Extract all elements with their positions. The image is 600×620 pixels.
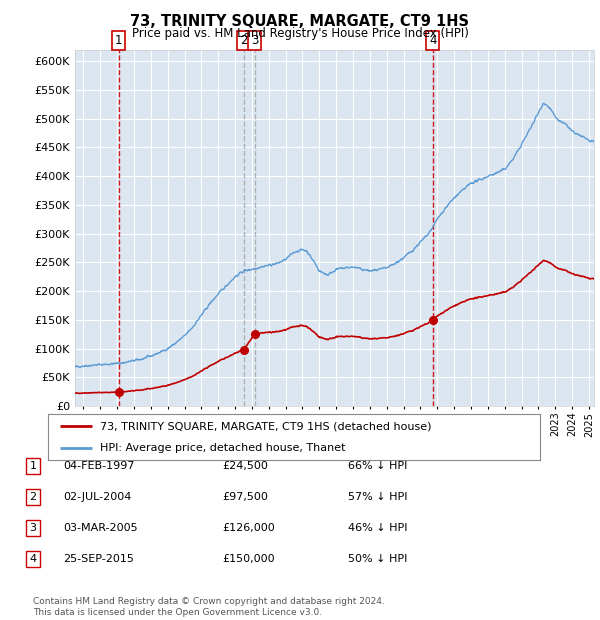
Text: Contains HM Land Registry data © Crown copyright and database right 2024.
This d: Contains HM Land Registry data © Crown c… xyxy=(33,598,385,617)
Text: 3: 3 xyxy=(251,34,259,47)
Text: 73, TRINITY SQUARE, MARGATE, CT9 1HS: 73, TRINITY SQUARE, MARGATE, CT9 1HS xyxy=(131,14,470,29)
Text: 57% ↓ HPI: 57% ↓ HPI xyxy=(348,492,407,502)
Text: 1: 1 xyxy=(115,34,122,47)
Text: HPI: Average price, detached house, Thanet: HPI: Average price, detached house, Than… xyxy=(100,443,345,453)
Text: 25-SEP-2015: 25-SEP-2015 xyxy=(63,554,134,564)
Text: 2: 2 xyxy=(240,34,247,47)
Text: Price paid vs. HM Land Registry's House Price Index (HPI): Price paid vs. HM Land Registry's House … xyxy=(131,27,469,40)
Text: 4: 4 xyxy=(429,34,436,47)
Text: 04-FEB-1997: 04-FEB-1997 xyxy=(63,461,134,471)
Text: 3: 3 xyxy=(29,523,37,533)
Text: 50% ↓ HPI: 50% ↓ HPI xyxy=(348,554,407,564)
Text: 02-JUL-2004: 02-JUL-2004 xyxy=(63,492,131,502)
Text: 4: 4 xyxy=(29,554,37,564)
Text: 1: 1 xyxy=(29,461,37,471)
Text: 46% ↓ HPI: 46% ↓ HPI xyxy=(348,523,407,533)
Text: £126,000: £126,000 xyxy=(222,523,275,533)
Text: 2: 2 xyxy=(29,492,37,502)
Text: 66% ↓ HPI: 66% ↓ HPI xyxy=(348,461,407,471)
Text: 03-MAR-2005: 03-MAR-2005 xyxy=(63,523,137,533)
Text: £24,500: £24,500 xyxy=(222,461,268,471)
Text: 73, TRINITY SQUARE, MARGATE, CT9 1HS (detached house): 73, TRINITY SQUARE, MARGATE, CT9 1HS (de… xyxy=(100,421,431,431)
Text: £97,500: £97,500 xyxy=(222,492,268,502)
Text: £150,000: £150,000 xyxy=(222,554,275,564)
